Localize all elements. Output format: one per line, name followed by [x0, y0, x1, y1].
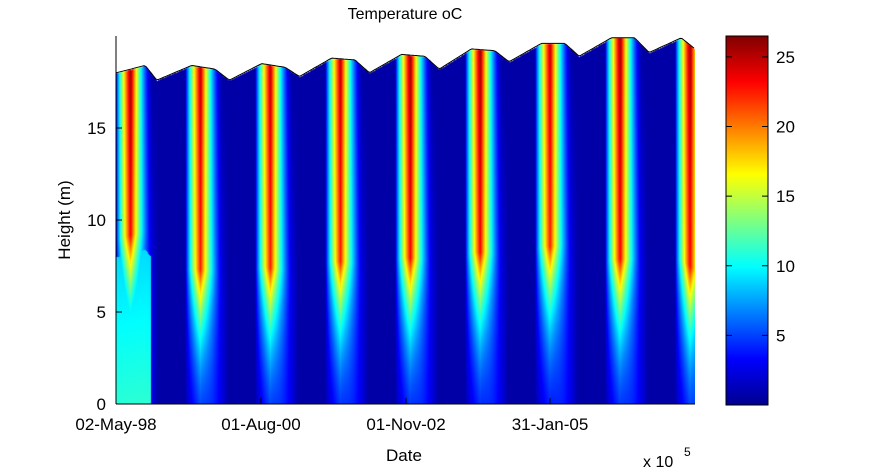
- x-tick-label: 02-May-98: [75, 415, 156, 434]
- x-tick-label: 31-Jan-05: [512, 415, 589, 434]
- x-axis-exponent-base: x 10: [643, 454, 673, 471]
- y-tick-label: 10: [87, 211, 106, 230]
- colorbar-tick-label: 5: [776, 326, 785, 345]
- colorbar-tick-label: 10: [776, 257, 795, 276]
- x-axis-ticks: 02-May-98 01-Aug-00 01-Nov-02 31-Jan-05: [75, 398, 588, 434]
- x-tick-label: 01-Aug-00: [221, 415, 300, 434]
- heatmap-raster: [116, 36, 695, 404]
- colorbar-gradient: [725, 35, 769, 406]
- chart-title: Temperature oC: [348, 6, 463, 23]
- x-axis-exponent: x 10 5: [643, 445, 691, 471]
- y-axis-ticks: 0 5 10 15: [87, 119, 122, 414]
- heatmap-area: [115, 36, 695, 404]
- colorbar-tick-label: 20: [776, 118, 795, 137]
- y-tick-label: 15: [87, 119, 106, 138]
- surface-boundary-line: [115, 37, 695, 81]
- colorbar: 5 10 15 20 25: [725, 35, 795, 406]
- colorbar-tick-label: 15: [776, 187, 795, 206]
- x-axis-label: Date: [386, 446, 422, 465]
- colorbar-ticks: 5 10 15 20 25: [726, 48, 795, 345]
- y-tick-label: 5: [97, 303, 106, 322]
- x-axis-exponent-power: 5: [684, 445, 691, 459]
- y-tick-label: 0: [97, 395, 106, 414]
- x-tick-label: 01-Nov-02: [366, 415, 445, 434]
- colorbar-tick-label: 25: [776, 48, 795, 67]
- y-axis-label: Height (m): [55, 180, 74, 259]
